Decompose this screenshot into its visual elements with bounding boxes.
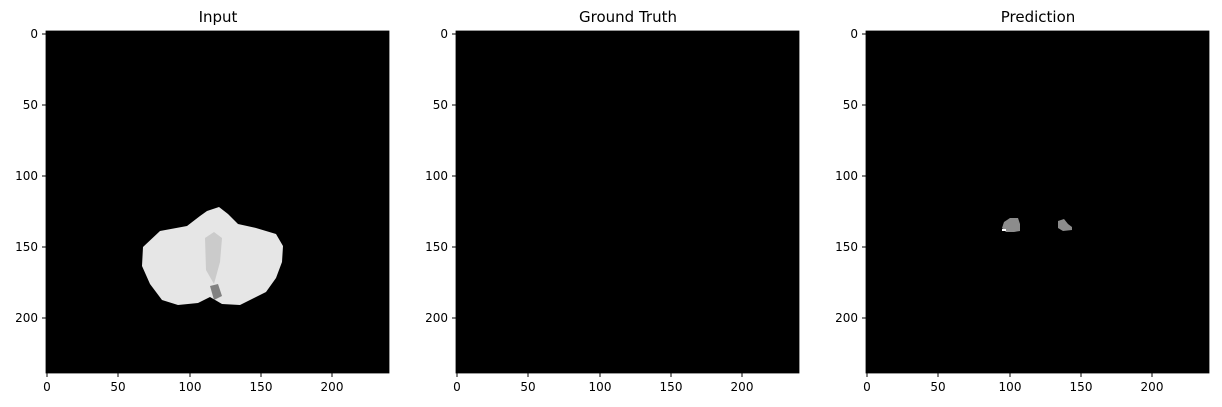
axes-prediction: 0 50 100 150 200 0 50 100 150 200: [835, 27, 1210, 394]
panel-prediction: Prediction 0 50 100 150 200 0 50 1: [820, 0, 1220, 407]
x-tick-label: 100: [179, 380, 202, 394]
y-tick-label: 100: [15, 169, 38, 183]
x-tick-label: 150: [250, 380, 273, 394]
y-tick-label: 50: [23, 98, 38, 112]
x-tick-label: 150: [1070, 380, 1093, 394]
y-tick-label: 50: [433, 98, 448, 112]
x-tick-label: 100: [589, 380, 612, 394]
image-area: [46, 31, 389, 373]
prediction-region-right: [1058, 219, 1072, 231]
prediction-highlight: [1002, 229, 1006, 231]
y-tick-label: 200: [425, 311, 448, 325]
panel-title: Input: [198, 8, 238, 26]
axes-ground-truth: 0 50 100 150 200 0 50 100 150 200: [425, 27, 800, 394]
x-axis: 0 50 100 150 200: [453, 373, 753, 394]
y-tick-label: 100: [425, 169, 448, 183]
panel-title: Ground Truth: [579, 8, 677, 26]
x-tick-label: 200: [1141, 380, 1164, 394]
image-area: [866, 31, 1209, 373]
x-axis: 0 50 100 150 200: [43, 373, 343, 394]
y-tick-label: 0: [30, 27, 38, 41]
axes-frame: [865, 30, 1210, 374]
brain-dark-spot: [210, 284, 222, 300]
y-tick-label: 150: [15, 240, 38, 254]
y-axis: 0 50 100 150 200: [425, 27, 456, 325]
y-tick-label: 0: [440, 27, 448, 41]
axes-frame: [45, 30, 390, 374]
x-tick-label: 0: [453, 380, 461, 394]
image-area: [456, 31, 799, 373]
panel-input: Input 0 50 100 150 200 0: [0, 0, 400, 407]
x-tick-label: 50: [110, 380, 125, 394]
x-tick-label: 50: [930, 380, 945, 394]
y-tick-label: 200: [15, 311, 38, 325]
y-tick-label: 150: [425, 240, 448, 254]
x-tick-label: 0: [43, 380, 51, 394]
brain-shading: [205, 232, 222, 284]
y-tick-label: 50: [843, 98, 858, 112]
axes-input: 0 50 100 150 200 0 50 100 150 200: [15, 27, 390, 394]
prediction-region-left: [1002, 218, 1020, 232]
y-tick-label: 0: [850, 27, 858, 41]
panel-title: Prediction: [1000, 8, 1076, 26]
y-tick-label: 150: [835, 240, 858, 254]
x-tick-label: 200: [731, 380, 754, 394]
y-axis: 0 50 100 150 200: [835, 27, 866, 325]
x-tick-label: 100: [999, 380, 1022, 394]
x-axis: 0 50 100 150 200: [863, 373, 1163, 394]
y-tick-label: 200: [835, 311, 858, 325]
y-axis: 0 50 100 150 200: [15, 27, 46, 325]
panel-ground-truth: Ground Truth 0 50 100 150 200 0 50 100 1…: [410, 0, 810, 407]
x-tick-label: 150: [660, 380, 683, 394]
axes-frame: [455, 30, 800, 374]
y-tick-label: 100: [835, 169, 858, 183]
x-tick-label: 0: [863, 380, 871, 394]
x-tick-label: 200: [321, 380, 344, 394]
x-tick-label: 50: [520, 380, 535, 394]
